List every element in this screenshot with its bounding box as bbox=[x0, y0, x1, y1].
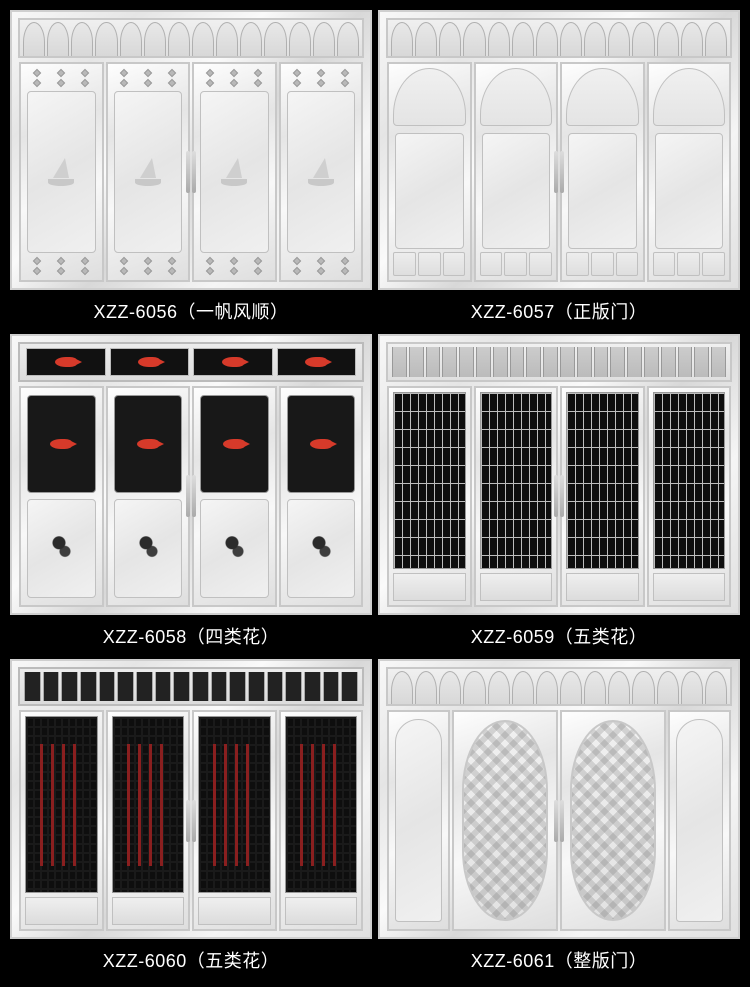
product-caption: XZZ-6057（正版门） bbox=[378, 290, 740, 328]
door-leaf bbox=[106, 710, 191, 931]
door-leaves bbox=[386, 710, 732, 931]
lattice-grille bbox=[25, 716, 98, 893]
door-handle bbox=[186, 151, 190, 193]
door-leaves bbox=[18, 62, 364, 283]
door-handle bbox=[192, 800, 196, 842]
door-leaf bbox=[106, 62, 191, 283]
door-leaf bbox=[387, 710, 450, 931]
product-card: XZZ-6061（整版门） bbox=[378, 659, 740, 977]
door-transom bbox=[386, 342, 732, 382]
door-leaf bbox=[560, 710, 666, 931]
door-leaf bbox=[192, 710, 277, 931]
product-grid: XZZ-6056（一帆风顺） bbox=[0, 0, 750, 987]
door-leaf bbox=[560, 386, 645, 607]
fish-icon bbox=[138, 357, 160, 367]
fish-icon bbox=[137, 439, 159, 449]
product-card: XZZ-6059（五类花） bbox=[378, 334, 740, 652]
lattice-grille bbox=[285, 716, 358, 893]
door-transom bbox=[18, 18, 364, 58]
boat-icon bbox=[304, 158, 338, 186]
door-leaf bbox=[192, 62, 277, 283]
door-handle bbox=[560, 475, 564, 517]
door-leaf bbox=[668, 710, 731, 931]
door-leaf bbox=[474, 386, 559, 607]
product-caption: XZZ-6060（五类花） bbox=[10, 939, 372, 977]
door-transom bbox=[386, 18, 732, 58]
door-leaf bbox=[192, 386, 277, 607]
product-card: XZZ-6058（四类花） bbox=[10, 334, 372, 652]
door-leaf bbox=[647, 386, 732, 607]
door-transom bbox=[386, 667, 732, 707]
door-handle bbox=[192, 475, 196, 517]
fish-icon bbox=[305, 357, 327, 367]
product-caption: XZZ-6058（四类花） bbox=[10, 615, 372, 653]
door-image bbox=[10, 334, 372, 614]
door-image bbox=[10, 10, 372, 290]
lattice-grille bbox=[112, 716, 185, 893]
product-caption: XZZ-6056（一帆风顺） bbox=[10, 290, 372, 328]
ink-art-icon bbox=[214, 520, 254, 578]
ink-art-icon bbox=[41, 520, 81, 578]
glass-panel bbox=[462, 720, 548, 921]
door-leaf bbox=[474, 62, 559, 283]
door-leaves bbox=[386, 62, 732, 283]
door-leaf bbox=[19, 62, 104, 283]
door-handle bbox=[560, 151, 564, 193]
product-caption: XZZ-6061（整版门） bbox=[378, 939, 740, 977]
door-image bbox=[378, 334, 740, 614]
door-leaves bbox=[386, 386, 732, 607]
ink-art-icon bbox=[301, 520, 341, 578]
door-leaf bbox=[560, 62, 645, 283]
door-leaf bbox=[387, 386, 472, 607]
door-leaves bbox=[18, 386, 364, 607]
door-leaf bbox=[647, 62, 732, 283]
door-handle bbox=[554, 800, 558, 842]
door-handle bbox=[192, 151, 196, 193]
glass-panel bbox=[570, 720, 656, 921]
product-card: XZZ-6056（一帆风顺） bbox=[10, 10, 372, 328]
boat-icon bbox=[217, 158, 251, 186]
door-leaf bbox=[106, 386, 191, 607]
door-leaf bbox=[279, 62, 364, 283]
door-leaf bbox=[279, 710, 364, 931]
door-image bbox=[378, 659, 740, 939]
door-image bbox=[10, 659, 372, 939]
door-handle bbox=[186, 800, 190, 842]
lattice-grille bbox=[653, 392, 726, 569]
door-handle bbox=[554, 151, 558, 193]
lattice-grille bbox=[198, 716, 271, 893]
fish-icon bbox=[222, 357, 244, 367]
door-leaf bbox=[19, 710, 104, 931]
door-transom bbox=[18, 342, 364, 382]
door-handle bbox=[554, 475, 558, 517]
door-handle bbox=[560, 800, 564, 842]
fish-icon bbox=[50, 439, 72, 449]
boat-icon bbox=[44, 158, 78, 186]
product-card: XZZ-6060（五类花） bbox=[10, 659, 372, 977]
fish-icon bbox=[223, 439, 245, 449]
product-card: XZZ-6057（正版门） bbox=[378, 10, 740, 328]
door-leaves bbox=[18, 710, 364, 931]
lattice-grille bbox=[566, 392, 639, 569]
door-leaf bbox=[452, 710, 558, 931]
door-leaf bbox=[279, 386, 364, 607]
door-handle bbox=[186, 475, 190, 517]
door-transom bbox=[18, 667, 364, 707]
product-caption: XZZ-6059（五类花） bbox=[378, 615, 740, 653]
ink-art-icon bbox=[128, 520, 168, 578]
fish-icon bbox=[55, 357, 77, 367]
door-leaf bbox=[19, 386, 104, 607]
lattice-grille bbox=[480, 392, 553, 569]
lattice-grille bbox=[393, 392, 466, 569]
fish-icon bbox=[310, 439, 332, 449]
boat-icon bbox=[131, 158, 165, 186]
door-leaf bbox=[387, 62, 472, 283]
door-image bbox=[378, 10, 740, 290]
